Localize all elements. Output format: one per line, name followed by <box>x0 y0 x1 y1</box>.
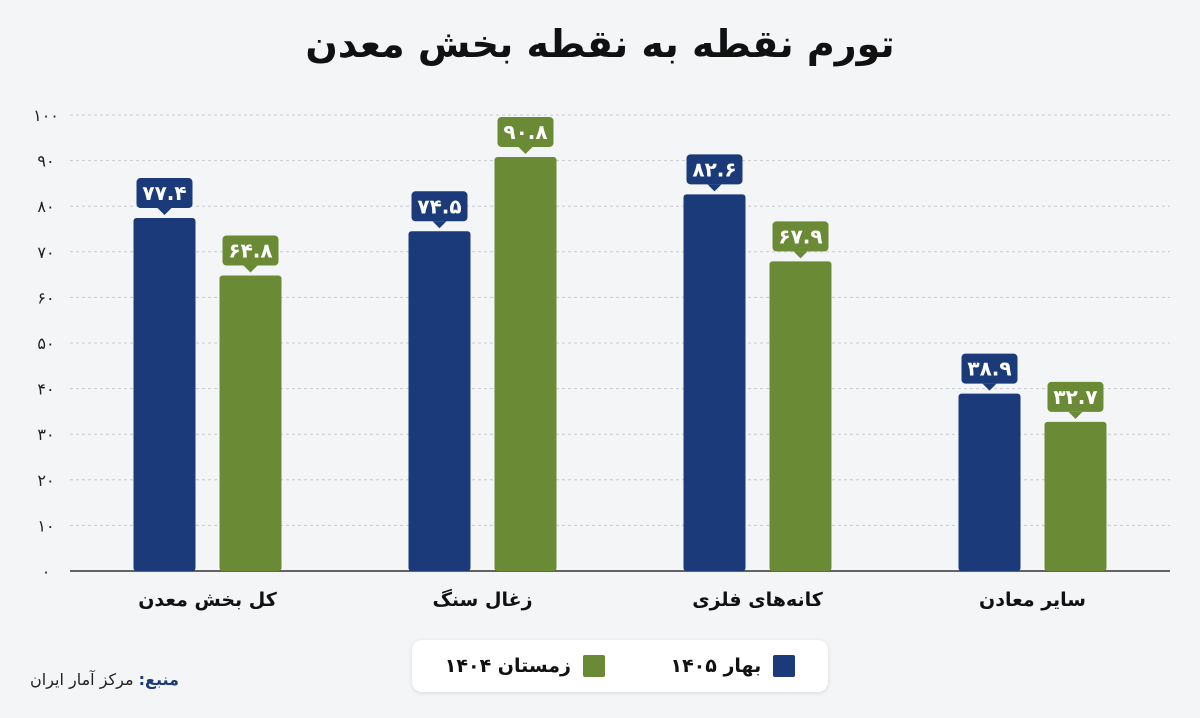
value-label-pointer <box>518 146 533 154</box>
y-tick-label: ۴۰ <box>37 380 54 399</box>
value-label: ۷۴.۵ <box>417 194 461 218</box>
legend-item-series1: بهار ۱۴۰۵ <box>670 655 796 677</box>
source-note: منبع: مرکز آمار ایران <box>30 670 179 689</box>
bar-chart: ۰ ۱۰ ۲۰ ۳۰ ۴۰ ۵۰ ۶۰ ۷۰ ۸۰ ۹۰ ۱۰۰ ۷۷.۴ ۶۴.۸ کل بخش معد… <box>33 106 1170 611</box>
value-label-box <box>136 178 193 209</box>
value-label-box <box>686 154 743 185</box>
value-label-pointer <box>432 221 447 229</box>
bar-1 <box>133 218 196 571</box>
source-text: مرکز آمار ایران <box>30 670 134 689</box>
category-label: کانه‌های فلزی <box>692 589 824 611</box>
y-tick-label: ۸۰ <box>37 197 54 216</box>
chart-title: تورم نقطه به نقطه بخش معدن <box>305 22 895 66</box>
legend-label-series2: زمستان ۱۴۰۴ <box>444 655 571 677</box>
value-label-pointer <box>1068 411 1083 419</box>
bar-2 <box>769 261 832 571</box>
value-label-box <box>772 221 829 252</box>
y-tick-label: ۹۰ <box>37 152 54 171</box>
value-label-box <box>1047 381 1104 412</box>
value-label: ۳۸.۹ <box>967 357 1011 381</box>
category-label: سایر معادن <box>979 589 1086 611</box>
bar-2 <box>219 275 282 571</box>
y-tick-label: ۳۰ <box>37 425 54 444</box>
value-label-pointer <box>793 251 808 259</box>
legend-swatch-series2 <box>582 655 605 677</box>
value-label: ۹۰.۸ <box>503 120 547 144</box>
bar-1 <box>683 194 746 571</box>
legend-label-series1: بهار ۱۴۰۵ <box>670 655 762 677</box>
value-label-box <box>222 235 279 266</box>
source-label: منبع: <box>138 670 179 689</box>
value-label-pointer <box>982 383 997 391</box>
legend-swatch-series1 <box>773 655 796 677</box>
bar-1 <box>408 231 471 571</box>
value-label: ۶۴.۸ <box>228 239 272 263</box>
value-label-box <box>497 116 554 147</box>
y-tick-label: ۲۰ <box>37 471 54 490</box>
bar-2 <box>1044 421 1107 571</box>
value-label-box <box>961 353 1018 384</box>
y-tick-label: ۰ <box>42 562 51 581</box>
y-tick-label: ۶۰ <box>37 288 54 307</box>
value-label: ۷۷.۴ <box>142 181 186 205</box>
y-tick-label: ۱۰۰ <box>33 106 59 125</box>
legend: بهار ۱۴۰۵ زمستان ۱۴۰۴ <box>412 640 828 692</box>
y-tick-label: ۱۰ <box>37 516 54 535</box>
y-tick-label: ۷۰ <box>37 243 54 262</box>
value-label: ۸۲.۶ <box>692 157 736 181</box>
value-label: ۳۲.۷ <box>1053 385 1097 409</box>
y-tick-label: ۵۰ <box>37 334 54 353</box>
bar-1 <box>958 393 1021 571</box>
value-label-box <box>411 191 468 222</box>
category-label: زغال سنگ <box>432 588 532 611</box>
bar-2 <box>494 156 557 571</box>
value-label-pointer <box>157 208 172 216</box>
value-label-pointer <box>707 184 722 192</box>
value-label: ۶۷.۹ <box>778 224 822 248</box>
category-label: کل بخش معدن <box>138 589 278 611</box>
value-label-pointer <box>243 265 258 273</box>
legend-item-series2: زمستان ۱۴۰۴ <box>445 655 605 677</box>
